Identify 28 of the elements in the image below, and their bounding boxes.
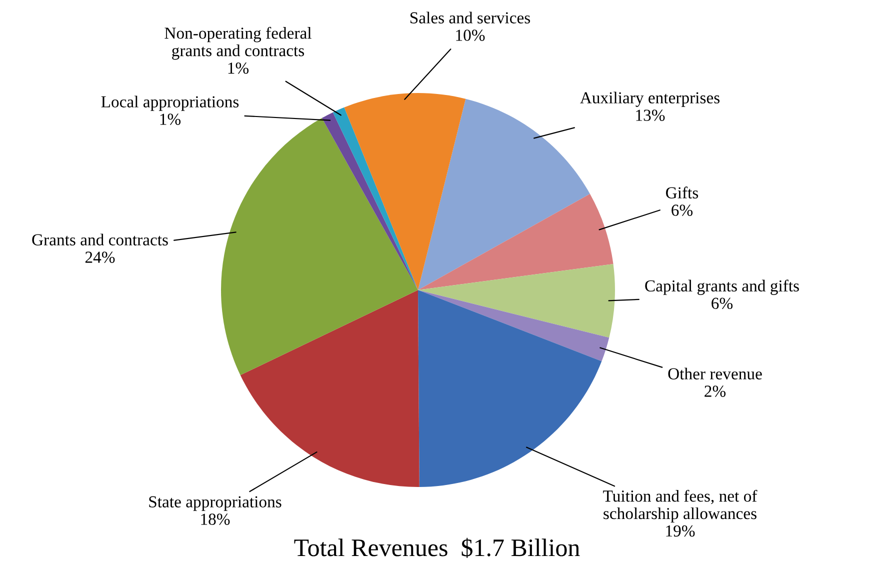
- pie-slice: [221, 118, 418, 376]
- data-label: 1%: [160, 114, 181, 125]
- data-label: 6%: [712, 298, 733, 310]
- data-label: 13%: [636, 110, 665, 121]
- text: Total Revenues $1.7 Billion: [294, 538, 580, 558]
- slice-label: Local appropriations: [101, 96, 239, 111]
- data-label: 19%: [666, 525, 695, 537]
- pie-slice: [418, 264, 615, 338]
- slice-label: Other revenue: [668, 368, 762, 380]
- slice-label: State appropriations: [149, 496, 282, 511]
- data-label: 10%: [456, 30, 485, 41]
- slice-label: Sales and services: [410, 12, 530, 24]
- data-label: 18%: [201, 514, 230, 525]
- pie-slice: [240, 290, 420, 487]
- pie-slice: [418, 290, 602, 487]
- slice-label: Tuition and fees, net of scholarship allowances: [603, 490, 758, 523]
- slice-label: Gifts: [666, 186, 698, 198]
- data-label: 24%: [85, 252, 115, 263]
- pie-slice: [344, 93, 466, 290]
- pie-slice: [418, 194, 614, 290]
- data-label: 6%: [672, 204, 693, 216]
- data-label: 2%: [704, 386, 726, 397]
- slice-label: Capital grants and gifts: [645, 280, 799, 295]
- data-label: 1%: [228, 62, 249, 74]
- slice-label: Grants and contracts: [32, 234, 168, 246]
- pie-slice: [418, 290, 610, 362]
- slice-label: Auxiliary enterprises: [580, 92, 720, 107]
- slice-label: Non-operating federal grants and contracts: [164, 26, 312, 60]
